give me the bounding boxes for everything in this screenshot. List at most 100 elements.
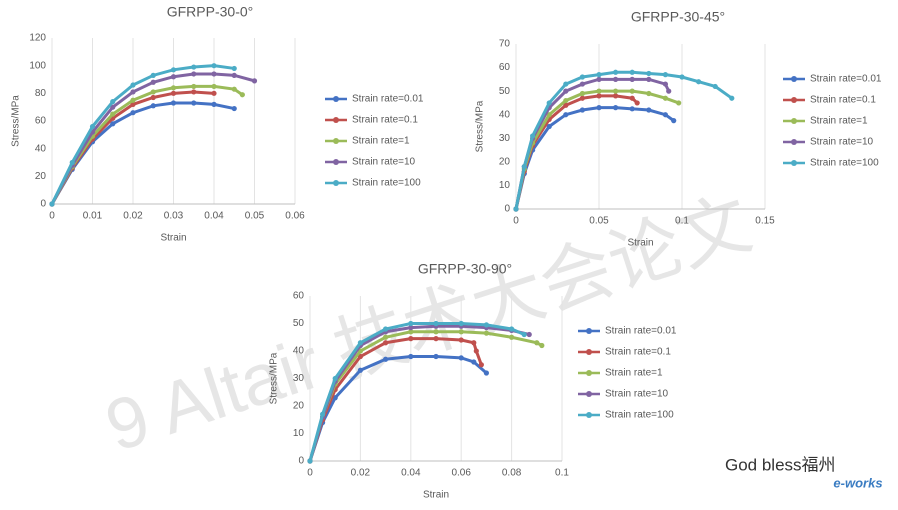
point: [433, 320, 439, 327]
point: [579, 74, 586, 80]
x-tick-label: 0.05: [589, 216, 609, 227]
y-tick-label: 50: [293, 318, 305, 329]
point: [530, 133, 536, 139]
point: [629, 88, 635, 94]
point: [110, 111, 116, 117]
point: [170, 85, 177, 91]
y-tick-label: 20: [293, 401, 305, 412]
y-axis-label: Stress/MPa: [475, 100, 486, 152]
point: [534, 340, 540, 346]
x-tick-label: 0.06: [285, 211, 305, 222]
point: [130, 97, 136, 103]
x-tick-label: 0.01: [83, 211, 103, 222]
point: [596, 76, 602, 82]
y-tick-label: 70: [499, 39, 511, 50]
legend-label: Strain rate=0.1: [352, 115, 418, 126]
point: [433, 336, 439, 342]
point: [150, 103, 156, 109]
point: [408, 353, 414, 360]
legend-marker: [791, 139, 797, 145]
point: [513, 206, 519, 212]
y-tick-label: 0: [504, 204, 510, 215]
point: [150, 79, 156, 85]
point: [383, 326, 389, 332]
point: [211, 71, 217, 77]
logo: e-works: [833, 475, 882, 490]
point: [130, 101, 136, 107]
point: [563, 81, 569, 87]
point: [231, 105, 237, 112]
point: [383, 340, 389, 346]
point: [671, 118, 677, 124]
chart-title: GFRPP-30-0°: [167, 4, 254, 20]
point: [130, 82, 136, 88]
legend-marker: [791, 118, 797, 124]
point: [211, 101, 217, 107]
point: [332, 375, 338, 382]
point: [231, 65, 237, 72]
point: [662, 112, 669, 118]
point: [613, 105, 619, 111]
point: [170, 74, 177, 80]
point: [646, 90, 652, 97]
point: [150, 89, 156, 95]
point: [483, 322, 489, 328]
point: [191, 83, 197, 90]
x-tick-label: 0.15: [755, 216, 775, 227]
y-tick-label: 10: [293, 428, 305, 439]
legend-label: Strain rate=1: [352, 136, 410, 147]
y-tick-label: 120: [29, 33, 46, 44]
point: [170, 67, 177, 73]
point: [211, 63, 217, 69]
point: [49, 201, 55, 207]
point: [150, 72, 156, 78]
point: [629, 69, 635, 75]
point: [383, 334, 389, 340]
point: [458, 320, 464, 327]
y-tick-label: 20: [35, 171, 47, 182]
point: [231, 86, 237, 92]
point: [666, 88, 672, 94]
legend-marker: [586, 349, 592, 355]
point: [596, 105, 602, 111]
point: [458, 355, 464, 361]
point: [662, 72, 669, 78]
point: [211, 90, 217, 96]
point: [526, 331, 532, 338]
x-tick-label: 0: [513, 216, 519, 227]
legend-marker: [333, 138, 339, 144]
point: [509, 326, 515, 332]
point: [191, 89, 197, 95]
point: [408, 325, 414, 331]
point: [579, 107, 586, 113]
point: [563, 97, 569, 104]
legend-label: Strain rate=10: [605, 389, 669, 400]
point: [729, 95, 735, 101]
legend-label: Strain rate=10: [352, 157, 416, 168]
point: [712, 83, 718, 90]
point: [563, 102, 569, 108]
point: [408, 329, 414, 335]
series-line: [308, 355, 488, 462]
point: [521, 163, 527, 170]
legend-label: Strain rate=0.01: [605, 326, 677, 337]
chart: GFRPP-30-90° 0 0.02 0.04 0.06 0.08 0.1 0 10 20 30 4…: [269, 261, 677, 501]
point: [613, 93, 619, 99]
point: [696, 79, 702, 85]
point: [110, 99, 116, 105]
legend-marker: [333, 180, 339, 186]
series-line: [514, 70, 733, 210]
point: [629, 76, 635, 82]
legend-label: Strain rate=0.1: [810, 95, 876, 106]
point: [239, 92, 245, 98]
point: [483, 370, 489, 376]
y-tick-label: 30: [499, 133, 511, 144]
x-tick-label: 0.05: [245, 211, 265, 222]
y-axis-label: Stress/MPa: [269, 352, 280, 404]
legend-marker: [586, 370, 592, 376]
legend-label: Strain rate=100: [352, 178, 421, 189]
y-tick-label: 50: [499, 86, 511, 97]
point: [676, 100, 682, 106]
legend-marker: [791, 160, 797, 166]
